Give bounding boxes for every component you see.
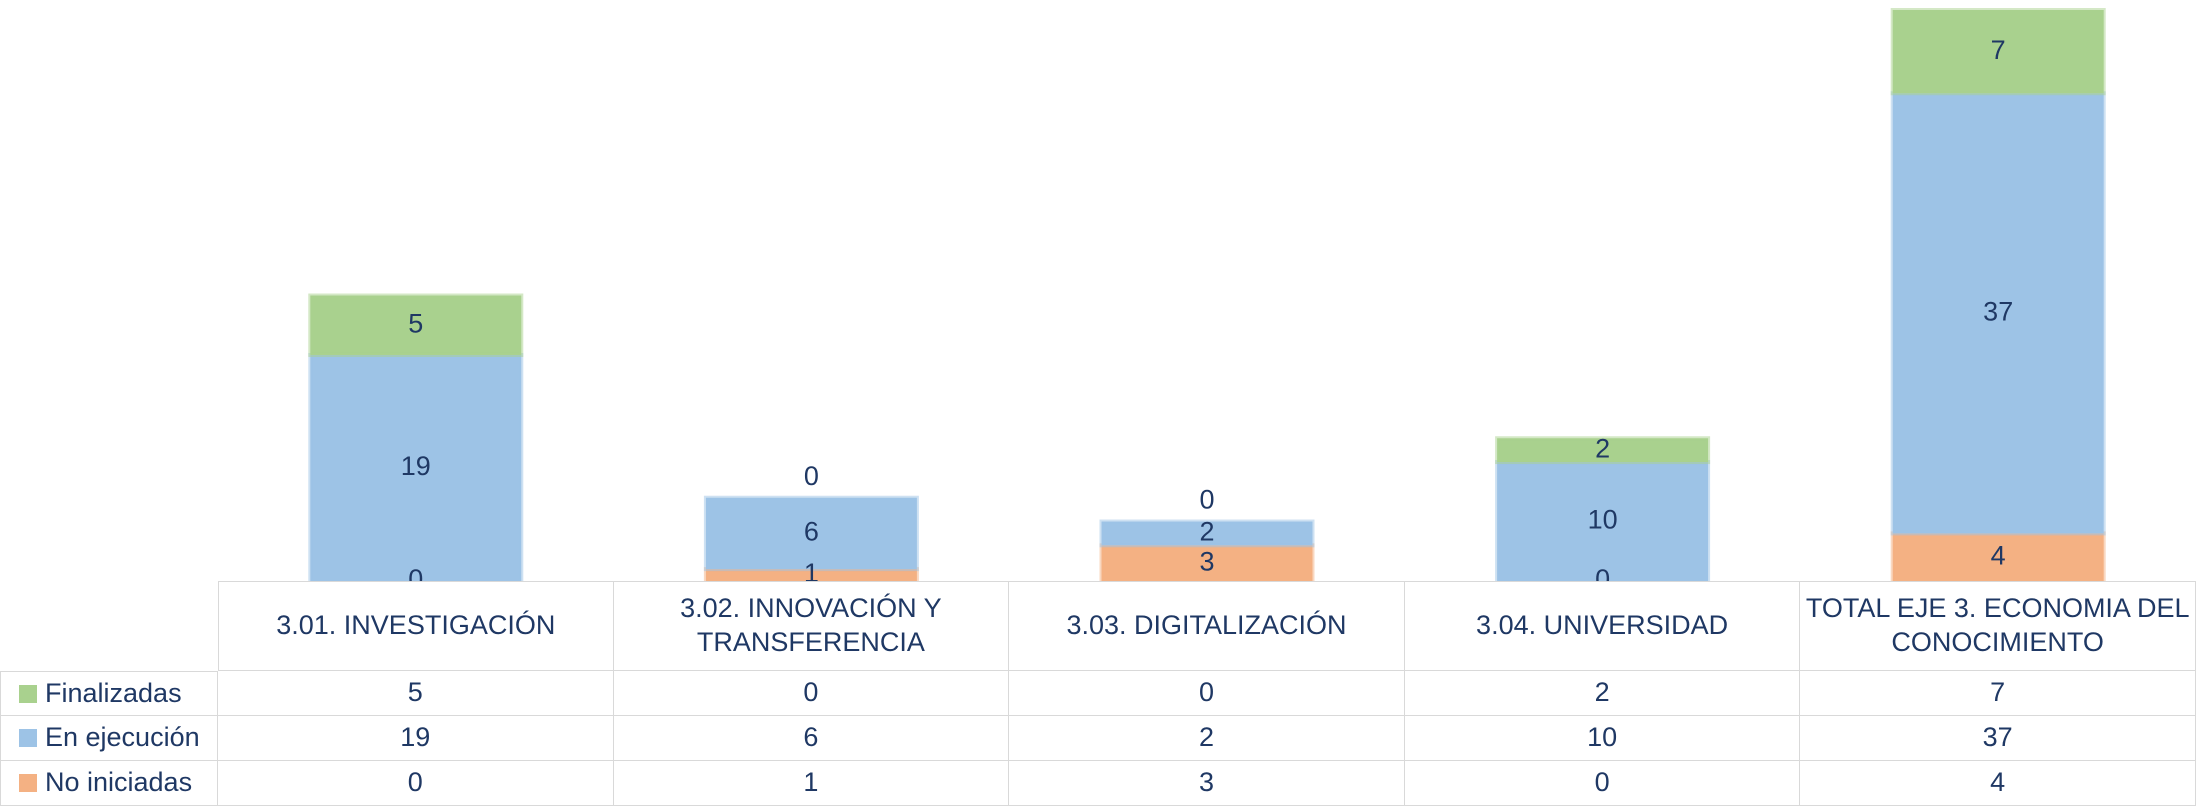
table-cell: 6 xyxy=(613,716,1010,761)
data-label: 2 xyxy=(1199,517,1214,547)
data-label: 0 xyxy=(1595,564,1610,582)
legend-key xyxy=(19,729,37,747)
legend-entry: Finalizadas xyxy=(0,671,218,716)
data-label: 37 xyxy=(1983,296,2013,326)
legend-key xyxy=(19,684,37,703)
table-cell: 37 xyxy=(1800,716,2196,761)
table-cell: 0 xyxy=(1009,671,1405,716)
table-cell: 0 xyxy=(613,671,1010,716)
data-label: 6 xyxy=(804,517,819,547)
data-label: 7 xyxy=(1991,35,2006,65)
legend-label: No iniciadas xyxy=(45,767,193,798)
column-header: 3.04. UNIVERSIDAD xyxy=(1404,581,1801,671)
table-cell: 19 xyxy=(218,716,614,761)
data-label: 0 xyxy=(804,461,819,491)
data-label: 10 xyxy=(1588,505,1618,535)
table-cell: 7 xyxy=(1800,671,2196,716)
bar-segment xyxy=(1099,543,1315,582)
bar-segment xyxy=(703,495,919,572)
table-cell: 0 xyxy=(218,761,614,806)
bar-segment xyxy=(1099,519,1315,548)
column-header: 3.02. INNOVACIÓN Y TRANSFERENCIA xyxy=(613,581,1010,671)
table-cell: 2 xyxy=(1404,671,1801,716)
column-header: 3.03. DIGITALIZACIÓN xyxy=(1009,581,1405,671)
table-cell: 3 xyxy=(1009,761,1405,806)
table-cell: 4 xyxy=(1800,761,2196,806)
column-header: 3.01. INVESTIGACIÓN xyxy=(218,581,614,671)
legend-entry: En ejecución xyxy=(0,716,218,761)
legend-label: Finalizadas xyxy=(45,677,182,708)
data-label: 0 xyxy=(408,564,423,582)
table-cell: 10 xyxy=(1404,716,1801,761)
legend-label: En ejecución xyxy=(45,722,200,753)
data-label: 4 xyxy=(1991,540,2006,570)
bar-segment xyxy=(1890,91,2106,536)
table-cell: 2 xyxy=(1009,716,1405,761)
data-label: 0 xyxy=(1199,485,1214,515)
table-cell: 1 xyxy=(613,761,1010,806)
data-label: 5 xyxy=(408,308,423,338)
data-label: 19 xyxy=(401,451,431,481)
legend-entry: No iniciadas xyxy=(0,761,218,806)
data-label: 2 xyxy=(1595,433,1610,463)
bar-segment xyxy=(1890,8,2106,96)
data-label: 1 xyxy=(804,558,819,582)
bar-segment xyxy=(1495,460,1711,582)
column-header: TOTAL EJE 3. ECONOMIA DEL CONOCIMIENTO xyxy=(1800,581,2196,671)
bar-segment xyxy=(1495,436,1711,465)
legend-key xyxy=(19,774,37,792)
data-label: 3 xyxy=(1199,546,1214,576)
table-cell: 5 xyxy=(218,671,614,716)
bar-segment xyxy=(308,293,524,357)
table-cell: 0 xyxy=(1404,761,1801,806)
bar-segment xyxy=(308,352,524,582)
